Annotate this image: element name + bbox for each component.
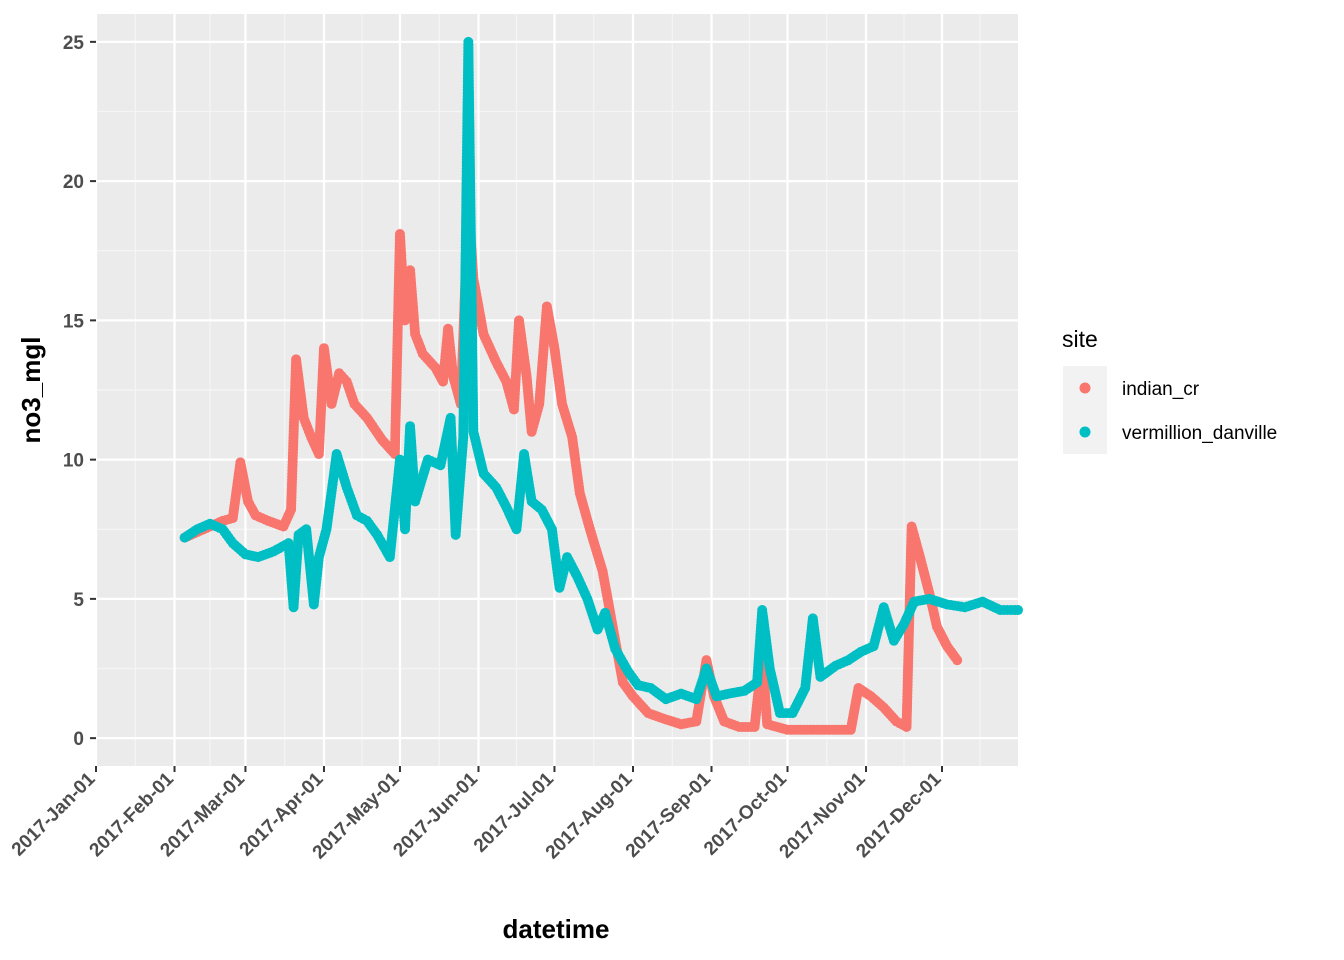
legend-items: indian_cr vermillion_danville bbox=[1063, 366, 1277, 454]
y-tick-label: 25 bbox=[63, 33, 85, 54]
legend-key-vermillion_danville bbox=[1079, 426, 1091, 438]
series-layer bbox=[179, 36, 1023, 735]
legend-key-indian_cr bbox=[1079, 382, 1091, 394]
legend-label-vermillion_danville: vermillion_danville bbox=[1122, 423, 1277, 444]
y-tick-label: 10 bbox=[63, 451, 84, 472]
y-tick-label: 15 bbox=[63, 311, 85, 332]
x-tick-label: 2017-Jul-01 bbox=[470, 768, 558, 856]
x-tick-label: 2017-Jun-01 bbox=[389, 768, 482, 861]
y-axis: 0 5 10 15 20 25 bbox=[63, 33, 96, 750]
data-point bbox=[952, 655, 963, 666]
y-tick-label: 0 bbox=[73, 729, 84, 750]
data-point bbox=[1013, 605, 1023, 616]
series-vermillion_danville bbox=[179, 36, 1023, 719]
y-axis-title: no3_mgl bbox=[16, 337, 46, 444]
x-tick-label: 2017-Sep-01 bbox=[622, 768, 716, 862]
legend: site indian_cr vermillion_danville bbox=[1062, 326, 1277, 454]
y-tick-label: 20 bbox=[63, 172, 84, 193]
legend-title: site bbox=[1062, 326, 1098, 352]
y-tick-label: 5 bbox=[73, 590, 84, 611]
legend-label-indian_cr: indian_cr bbox=[1122, 379, 1200, 400]
x-axis: 2017-Jan-012017-Feb-012017-Mar-012017-Ap… bbox=[8, 766, 946, 863]
x-axis-title: datetime bbox=[503, 914, 610, 944]
